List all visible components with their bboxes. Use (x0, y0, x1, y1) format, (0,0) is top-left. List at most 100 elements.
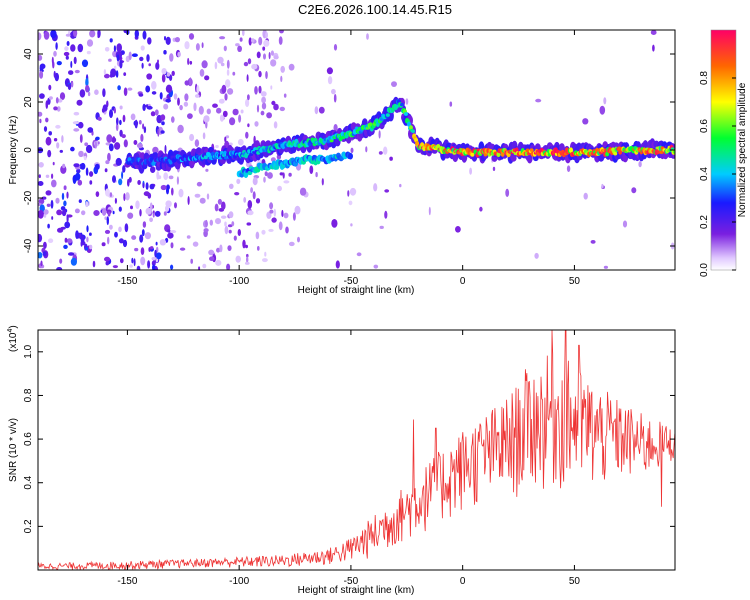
x-tick-label: 0 (460, 276, 466, 287)
spectrogram-cell (228, 142, 233, 146)
spectrogram-cell (280, 65, 286, 73)
spectrogram-cell (48, 131, 52, 136)
spectrogram-cell (56, 209, 63, 216)
spectrogram-cell (227, 88, 234, 95)
spectrogram-cell (599, 105, 606, 115)
spectrogram-cell (214, 203, 219, 212)
spectrogram-cell (224, 225, 229, 235)
spectrogram-cell (79, 134, 83, 143)
spectrogram-cell (131, 158, 136, 163)
spectrogram-cell (184, 93, 189, 102)
spectrogram-cell (265, 71, 268, 79)
spectrogram-cell (70, 257, 77, 266)
spectrogram-cell (59, 149, 63, 153)
spectrogram-cell (278, 36, 283, 45)
spectrogram-cell (449, 101, 453, 107)
spectrogram-cell (140, 45, 145, 51)
spectrogram-cell (125, 192, 130, 201)
spectrogram-cell (245, 244, 248, 249)
spectrogram-cell (196, 181, 202, 187)
spectrogram-cell (81, 59, 89, 68)
spectrogram-cell (147, 37, 152, 45)
spectrogram-cell (400, 102, 404, 107)
spectrogram-cell (356, 252, 362, 257)
spectrogram-x-ticks: -150 -100 -50 0 50 (117, 30, 580, 287)
spectrogram-cell (631, 187, 637, 194)
spectrogram-cell (243, 61, 249, 67)
spectrogram-cell (160, 184, 167, 191)
x-tick-label: -100 (229, 576, 249, 587)
spectrogram-cell (48, 238, 54, 243)
colorbar-tick-label: 0.4 (699, 167, 710, 181)
spectrogram-cell (65, 33, 71, 37)
spectrogram-cell (215, 259, 222, 266)
spectrogram-cell (384, 189, 390, 193)
spectrogram-cell (171, 187, 174, 196)
spectrogram-cell (142, 182, 145, 189)
spectrogram-cell (245, 131, 249, 139)
colorbar-label: Normalized spectral amplitude (737, 82, 748, 217)
spectrogram-cell (109, 192, 113, 198)
spectrogram-cell (147, 260, 151, 269)
spectrogram-cell (161, 73, 166, 83)
spectrogram-cell (85, 77, 89, 87)
spectrogram-cell (187, 57, 190, 66)
spectrogram-cell (247, 123, 250, 128)
spectrogram-cell (273, 121, 278, 129)
spectrogram-cell (247, 210, 254, 216)
spectrogram-cell (226, 263, 231, 270)
spectrogram-cell (331, 88, 336, 95)
spectrogram-cell (198, 266, 201, 270)
spectrogram-cell (116, 54, 120, 62)
spectrogram-cell (83, 155, 87, 161)
spectrogram-cell (258, 70, 262, 78)
spectrogram-cell (118, 226, 122, 233)
spectrogram-cell (279, 106, 285, 112)
spectrogram-cell (219, 36, 226, 40)
spectrogram-cell (95, 136, 100, 141)
spectrogram-cell (404, 112, 408, 116)
spectrogram-cell (131, 235, 137, 240)
spectrogram-cell (242, 30, 245, 36)
spectrogram-cell (117, 85, 121, 91)
spectrogram-cell (373, 183, 378, 192)
spectrogram-cell (66, 214, 69, 223)
spectrogram-cell (209, 256, 215, 262)
spectrogram-cell (282, 172, 285, 179)
spectrogram-cell (38, 233, 43, 243)
spectrogram-cell (55, 42, 58, 50)
spectrogram-cell (254, 121, 259, 127)
spectrogram-cell (206, 108, 211, 115)
spectrogram-cell (329, 139, 334, 143)
spectrogram-cell (232, 108, 239, 116)
spectrogram-cell (333, 124, 338, 132)
spectrogram-cell (53, 70, 56, 78)
spectrogram-cell (237, 138, 244, 146)
spectrogram-cell (48, 84, 52, 91)
spectrogram-cell (256, 104, 260, 113)
colorbar-tick-label: 0.0 (699, 263, 710, 277)
spectrogram-cell (227, 224, 233, 228)
spectrogram-cell (66, 41, 70, 46)
spectrogram-cell (139, 209, 142, 217)
spectrogram-cell (165, 98, 171, 103)
y-tick-label: 40 (23, 48, 34, 60)
spectrogram-cell (279, 172, 284, 176)
spectrogram-cell (55, 97, 59, 104)
spectrogram-cell (130, 113, 136, 121)
spectrogram-cell (85, 84, 90, 93)
spectrogram-cell (335, 260, 340, 269)
spectrogram-cell (202, 263, 207, 269)
spectrogram-cell (115, 123, 119, 132)
spectrogram-cell (338, 136, 343, 142)
spectrogram-cell (146, 105, 153, 110)
spectrogram-cell (264, 251, 267, 257)
spectrogram-cell (143, 126, 147, 134)
spectrogram-cell (97, 30, 101, 38)
spectrogram-cell (119, 105, 123, 110)
spectrogram-cell (163, 211, 167, 216)
spectrogram-cell (173, 93, 178, 100)
spectrogram-cell (212, 103, 218, 108)
spectrogram-cell (189, 133, 195, 142)
spectrogram-cell (61, 135, 64, 143)
